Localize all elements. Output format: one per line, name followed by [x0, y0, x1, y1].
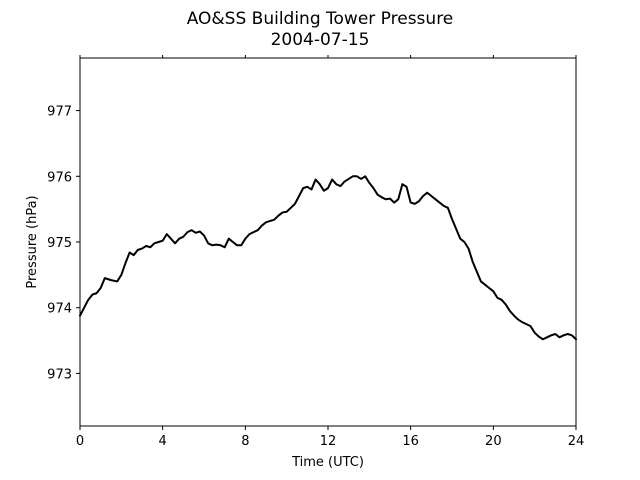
chart-subtitle: 2004-07-15 [271, 30, 370, 50]
y-tick-label: 976 [47, 170, 72, 185]
x-tick-label: 16 [402, 434, 419, 449]
pressure-series-line [79, 175, 577, 341]
plot-frame [79, 57, 577, 427]
x-tick-label: 24 [568, 434, 585, 449]
x-tick-label: 12 [320, 434, 337, 449]
y-tick-label: 974 [47, 302, 72, 317]
y-tick-label: 977 [47, 105, 72, 120]
chart-title: AO&SS Building Tower Pressure [187, 9, 454, 29]
plot-area: 0 4 8 12 16 20 24 973 974 975 976 977 [47, 55, 584, 449]
x-axis-label: Time (UTC) [291, 455, 364, 470]
x-tick-label: 0 [76, 434, 84, 449]
y-axis: 973 974 975 976 977 [47, 105, 80, 382]
x-tick-label: 20 [485, 434, 502, 449]
y-axis-label: Pressure (hPa) [25, 195, 40, 288]
x-tick-label: 4 [159, 434, 167, 449]
y-tick-label: 973 [47, 367, 72, 382]
x-tick-label: 8 [241, 434, 249, 449]
x-axis: 0 4 8 12 16 20 24 [76, 55, 584, 449]
y-tick-label: 975 [47, 236, 72, 251]
